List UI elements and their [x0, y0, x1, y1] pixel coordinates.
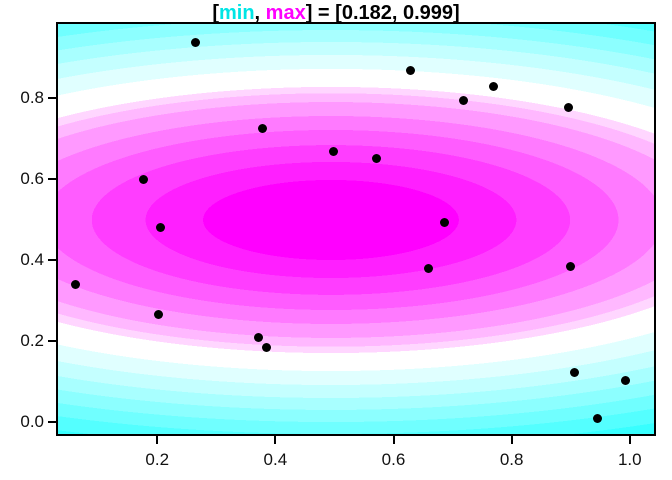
title-part: ,: [254, 2, 266, 24]
data-point: [620, 375, 630, 385]
y-tick-mark: [48, 340, 56, 343]
data-point: [138, 174, 148, 184]
data-point: [489, 82, 499, 92]
x-tick-label: 0.4: [263, 450, 288, 469]
y-tick-label: 0.0: [20, 412, 44, 432]
data-point: [440, 218, 450, 228]
data-point: [405, 65, 415, 75]
y-tick-mark: [48, 96, 56, 99]
data-point: [564, 102, 574, 112]
chart-title: [min, max] = [0.182, 0.999]: [0, 2, 672, 24]
plot-area: [56, 22, 656, 436]
y-tick-mark: [48, 259, 56, 262]
data-point: [155, 223, 165, 233]
x-tick-mark: [628, 436, 631, 444]
y-tick-label: 0.2: [20, 331, 44, 351]
data-point: [458, 95, 468, 105]
data-point: [70, 280, 80, 290]
data-point: [372, 154, 382, 164]
y-tick-mark: [48, 421, 56, 424]
data-point: [262, 343, 271, 353]
data-point: [424, 263, 434, 273]
y-tick-label: 0.6: [20, 168, 44, 188]
title-part: ] = [0.182, 0.999]: [305, 2, 460, 24]
data-point: [570, 367, 580, 377]
y-tick-mark: [48, 177, 56, 180]
title-part: max: [265, 2, 306, 24]
x-tick-mark: [392, 436, 395, 444]
x-tick-label: 1.0: [617, 450, 642, 469]
y-tick-label: 0.4: [20, 250, 44, 270]
x-tick-label: 0.6: [381, 450, 406, 469]
data-point: [191, 38, 201, 48]
x-tick-mark: [274, 436, 277, 444]
data-point: [566, 262, 576, 271]
x-tick-label: 0.2: [145, 450, 170, 469]
title-part: [: [212, 2, 219, 24]
data-point: [592, 413, 602, 423]
data-point: [253, 332, 263, 342]
x-tick-label: 0.8: [499, 450, 524, 469]
y-tick-label: 0.8: [20, 87, 44, 107]
x-tick-mark: [156, 436, 159, 444]
x-tick-mark: [510, 436, 513, 444]
data-point: [153, 310, 163, 320]
data-point: [258, 124, 268, 134]
data-point: [328, 146, 338, 156]
title-part: min: [218, 2, 255, 24]
